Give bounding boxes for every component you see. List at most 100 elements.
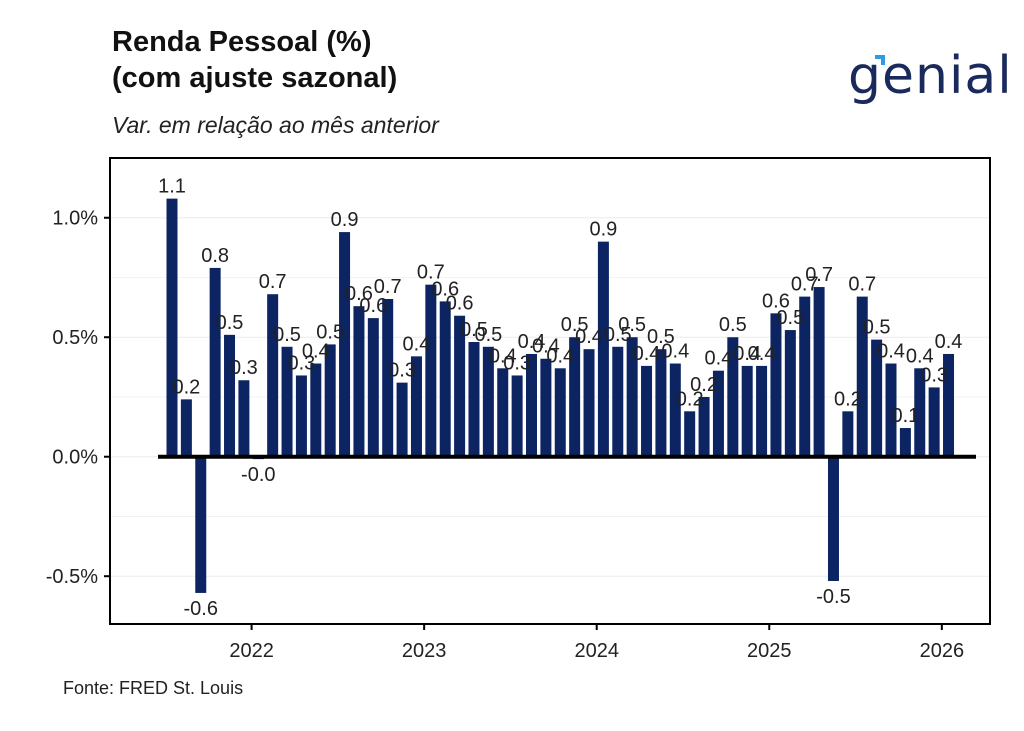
data-label: 0.4 [546, 345, 574, 367]
bar [684, 411, 696, 457]
bar [554, 368, 566, 457]
x-tick-label: 2025 [747, 640, 792, 662]
data-label: 0.3 [230, 357, 258, 379]
data-label: 0.9 [589, 219, 617, 241]
data-label: 0.4 [302, 341, 330, 363]
data-label: 0.3 [920, 364, 948, 386]
bar [856, 296, 868, 457]
bar [914, 368, 926, 457]
x-tick-label: 2023 [402, 640, 447, 662]
bar [569, 337, 581, 457]
data-label: 0.7 [848, 274, 876, 296]
data-label: 0.2 [834, 388, 862, 410]
bar [712, 370, 724, 457]
data-label: 0.2 [676, 388, 704, 410]
data-label: 0.4 [403, 333, 431, 355]
bars-layer [166, 198, 955, 593]
bar [224, 334, 236, 457]
data-label: -0.0 [241, 464, 275, 486]
data-labels-layer: 1.10.2-0.60.80.50.3-0.00.70.50.30.40.50.… [158, 176, 962, 620]
data-label: 0.7 [374, 276, 402, 298]
data-label: 0.7 [417, 262, 445, 284]
data-label: 0.4 [748, 343, 776, 365]
data-label: 0.5 [216, 312, 244, 334]
bar [741, 365, 753, 457]
data-label: 0.5 [316, 321, 344, 343]
data-label: 0.8 [201, 245, 229, 267]
bar [871, 339, 883, 457]
title-line-2: (com ajuste sazonal) [112, 62, 398, 94]
data-label: 0.2 [690, 374, 718, 396]
data-label: 0.7 [791, 274, 819, 296]
bar [324, 344, 336, 457]
data-label: 0.5 [776, 307, 804, 329]
data-label: 0.5 [460, 319, 488, 341]
bar [425, 284, 437, 457]
bar [166, 198, 178, 457]
data-label: 0.4 [661, 341, 689, 363]
data-label: 0.5 [863, 317, 891, 339]
bar [827, 456, 839, 581]
bar [353, 306, 365, 457]
bar [238, 380, 250, 457]
plot-frame [109, 157, 991, 625]
bar [339, 232, 351, 457]
bar [669, 363, 681, 457]
chart-subtitle: Var. em relação ao mês anterior [112, 112, 439, 138]
bar [583, 349, 595, 457]
data-label: -0.5 [816, 586, 850, 608]
y-tick-label: -0.5% [46, 566, 98, 588]
genial-logo: genial [848, 46, 1012, 116]
data-label: 0.7 [259, 271, 287, 293]
bar [698, 396, 710, 457]
bar [180, 399, 192, 457]
bar [928, 387, 940, 457]
data-label: 0.3 [288, 352, 316, 374]
y-tick-label: 1.0% [52, 208, 98, 230]
axes-layer: -0.5% 0.0% 0.5% 1.0% 2022 2023 2024 2025 2026 [46, 157, 991, 662]
y-tick-label: 0.5% [52, 327, 98, 349]
data-label: 0.1 [891, 405, 919, 427]
bar [511, 375, 523, 457]
bar [497, 368, 509, 457]
bar [727, 337, 739, 457]
bar [482, 346, 494, 457]
bar [597, 241, 609, 457]
bar [410, 356, 422, 457]
data-label: 1.1 [158, 176, 186, 198]
logo-accent-icon [875, 55, 885, 65]
bar [540, 358, 552, 457]
bar [770, 313, 782, 457]
data-label: 0.3 [388, 360, 416, 382]
bar [367, 318, 379, 457]
data-label: 0.4 [633, 343, 661, 365]
data-label: 0.4 [877, 341, 905, 363]
bar [439, 301, 451, 457]
data-label: 0.7 [805, 264, 833, 286]
data-label: 0.4 [575, 326, 603, 348]
bar [641, 365, 653, 457]
bar [209, 267, 221, 457]
bar [756, 365, 768, 457]
data-label: -0.6 [184, 598, 218, 620]
title-line-1: Renda Pessoal (%) [112, 26, 372, 58]
data-label: 0.5 [604, 324, 632, 346]
bar [799, 296, 811, 457]
data-label: 0.6 [431, 278, 459, 300]
data-label: 0.5 [618, 314, 646, 336]
bar [295, 375, 307, 457]
data-label: 0.5 [561, 314, 589, 336]
x-tick-label: 2026 [920, 640, 965, 662]
chart-title: Renda Pessoal (%) (com ajuste sazonal) [112, 24, 397, 96]
x-tick-label: 2024 [574, 640, 619, 662]
bar [784, 330, 796, 457]
bar [454, 315, 466, 457]
bar [468, 342, 480, 457]
bar [281, 346, 293, 457]
bar [396, 382, 408, 457]
data-label: 0.4 [489, 345, 517, 367]
bar [526, 353, 537, 457]
data-label: 0.6 [446, 293, 474, 315]
data-label: 0.5 [719, 314, 747, 336]
bar [626, 337, 638, 457]
